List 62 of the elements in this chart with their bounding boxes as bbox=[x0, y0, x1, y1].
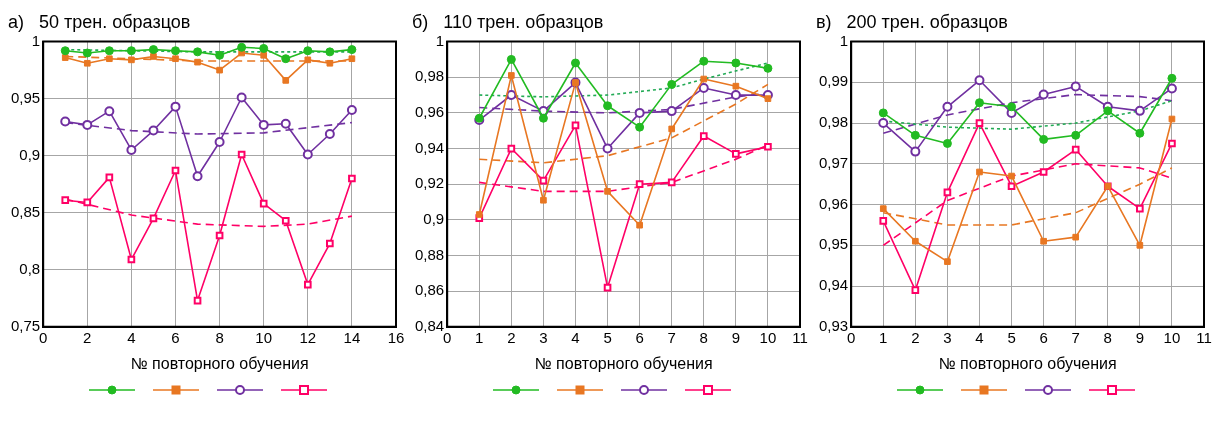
x-tick-label: 9 bbox=[731, 328, 741, 346]
x-tick-label: 8 bbox=[699, 328, 708, 346]
y-tick-label: 0,94 bbox=[818, 276, 849, 294]
x-tick-label: 1 bbox=[475, 328, 484, 346]
y-tick-label: 0,88 bbox=[414, 245, 445, 263]
x-tick-label: 2 bbox=[83, 328, 92, 346]
y-tick-label: 0,8 bbox=[19, 259, 41, 277]
y-tick-label: 1 bbox=[435, 31, 445, 49]
y-tick-label: 0,98 bbox=[818, 113, 849, 131]
x-tick-label: 9 bbox=[1135, 328, 1145, 346]
x-tick-label: 10 bbox=[759, 328, 777, 346]
x-tick-label: 4 bbox=[975, 328, 984, 346]
x-tick-label: 7 bbox=[667, 328, 676, 346]
x-tick-label: 16 bbox=[387, 328, 405, 346]
y-tick-label: 0,98 bbox=[414, 67, 445, 85]
x-tick-label: 4 bbox=[571, 328, 580, 346]
y-tick-label: 0,85 bbox=[10, 202, 41, 220]
x-tick-label: 5 bbox=[1007, 328, 1016, 346]
x-axis-title: № повторного обучения bbox=[130, 354, 309, 372]
y-tick-label: 0,96 bbox=[818, 194, 849, 212]
chart-title: б) 110 трен. образцов bbox=[412, 11, 604, 32]
y-tick-label: 0,99 bbox=[818, 72, 849, 90]
y-tick-label: 0,92 bbox=[414, 174, 445, 192]
y-tick-label: 0,95 bbox=[10, 88, 41, 106]
x-tick-label: 14 bbox=[343, 328, 361, 346]
x-tick-label: 7 bbox=[1071, 328, 1080, 346]
y-tick-label: 1 bbox=[839, 31, 849, 49]
x-tick-label: 12 bbox=[299, 328, 317, 346]
x-axis-title: № повторного обучения bbox=[938, 354, 1117, 372]
x-tick-label: 3 bbox=[539, 328, 548, 346]
x-tick-label: 5 bbox=[603, 328, 612, 346]
x-tick-label: 6 bbox=[635, 328, 644, 346]
y-tick-label: 0,93 bbox=[818, 316, 849, 334]
y-tick-label: 0,75 bbox=[10, 316, 41, 334]
x-tick-label: 3 bbox=[943, 328, 952, 346]
chart-title: а) 50 трен. образцов bbox=[8, 11, 191, 32]
y-tick-label: 1 bbox=[31, 31, 41, 49]
x-tick-label: 0 bbox=[443, 328, 452, 346]
x-tick-label: 2 bbox=[911, 328, 920, 346]
y-tick-label: 0,96 bbox=[414, 103, 445, 121]
x-tick-label: 8 bbox=[1103, 328, 1112, 346]
y-tick-label: 0,84 bbox=[414, 316, 445, 334]
x-tick-label: 2 bbox=[507, 328, 516, 346]
x-tick-label: 10 bbox=[255, 328, 273, 346]
x-tick-label: 6 bbox=[1039, 328, 1048, 346]
y-tick-label: 0,94 bbox=[414, 138, 445, 156]
x-tick-label: 11 bbox=[792, 328, 808, 346]
x-tick-label: 11 bbox=[1196, 328, 1212, 346]
x-tick-label: 8 bbox=[215, 328, 224, 346]
x-tick-label: 10 bbox=[1163, 328, 1181, 346]
x-tick-label: 1 bbox=[879, 328, 888, 346]
x-tick-label: 6 bbox=[171, 328, 180, 346]
y-tick-label: 0,9 bbox=[19, 145, 41, 163]
y-tick-label: 0,86 bbox=[414, 281, 445, 299]
x-tick-label: 4 bbox=[127, 328, 136, 346]
x-axis-title: № повторного обучения bbox=[534, 354, 713, 372]
y-tick-label: 0,9 bbox=[423, 209, 445, 227]
y-tick-label: 0,95 bbox=[818, 235, 849, 253]
x-tick-label: 0 bbox=[39, 328, 48, 346]
x-tick-label: 0 bbox=[847, 328, 856, 346]
chart-title: в) 200 трен. образцов bbox=[816, 11, 1008, 32]
y-tick-label: 0,97 bbox=[818, 153, 849, 171]
